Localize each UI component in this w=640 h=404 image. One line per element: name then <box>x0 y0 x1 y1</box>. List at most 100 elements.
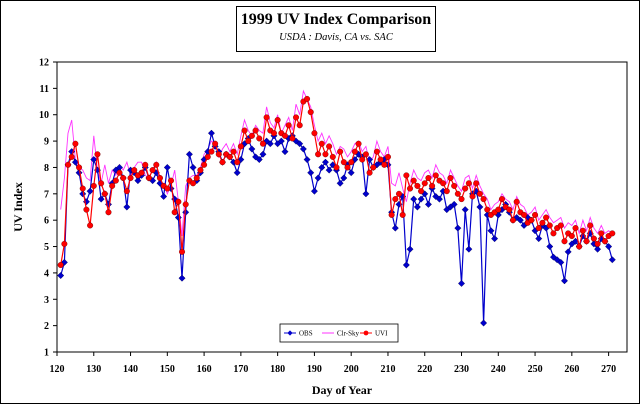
legend-label-clr-sky: Clr-Sky <box>337 330 360 338</box>
data-point <box>462 185 469 192</box>
data-point <box>86 187 94 195</box>
data-point <box>282 132 289 139</box>
data-point <box>381 161 388 168</box>
data-point <box>521 211 528 218</box>
data-point <box>598 230 605 237</box>
data-point <box>197 167 204 174</box>
x-tick-label: 160 <box>197 364 212 375</box>
data-point <box>123 203 131 211</box>
data-point <box>465 245 473 253</box>
data-point <box>277 137 285 145</box>
data-point <box>189 163 197 171</box>
x-tick-label: 120 <box>50 364 65 375</box>
legend: OBS Clr-Sky UVI <box>279 323 399 343</box>
data-point <box>384 153 391 160</box>
data-point <box>190 180 197 187</box>
data-point <box>535 235 543 243</box>
data-point <box>112 177 119 184</box>
data-point <box>212 140 219 147</box>
data-point <box>175 198 182 205</box>
y-tick-label: 10 <box>39 110 49 121</box>
data-point <box>491 235 499 243</box>
data-point <box>402 261 410 269</box>
data-point <box>443 188 450 195</box>
data-point <box>321 158 329 166</box>
y-tick-label: 4 <box>44 268 49 279</box>
data-point <box>138 169 145 176</box>
legend-marker-uvi <box>363 330 369 336</box>
data-point <box>76 164 83 171</box>
data-point <box>513 198 520 205</box>
data-point <box>230 148 237 155</box>
data-point <box>333 164 340 171</box>
data-point <box>432 192 440 200</box>
data-point <box>391 224 399 232</box>
data-point <box>219 159 226 166</box>
y-tick-label: 3 <box>44 295 49 306</box>
series-layer <box>57 89 616 327</box>
data-point <box>359 156 366 163</box>
data-point <box>255 156 263 164</box>
data-point <box>601 238 608 245</box>
data-point <box>259 150 267 158</box>
data-point <box>396 190 403 197</box>
data-point <box>340 174 348 182</box>
data-point <box>484 206 491 213</box>
data-point <box>160 192 168 200</box>
data-point <box>561 277 568 285</box>
data-point <box>94 151 101 158</box>
data-point <box>318 163 326 171</box>
x-tick-label: 130 <box>86 364 101 375</box>
data-point <box>388 211 395 218</box>
data-point <box>344 164 351 171</box>
data-point <box>461 206 469 214</box>
data-point <box>164 185 171 192</box>
data-point <box>476 190 483 197</box>
data-point <box>171 209 178 216</box>
plot-area <box>56 61 628 353</box>
data-point <box>90 182 97 189</box>
data-point <box>373 148 380 155</box>
data-point <box>57 262 64 269</box>
data-point <box>410 195 418 203</box>
data-point <box>127 174 134 181</box>
x-tick-label: 230 <box>454 364 469 375</box>
data-point <box>204 153 211 160</box>
data-point <box>145 174 152 181</box>
data-point <box>608 256 616 264</box>
data-point <box>557 258 565 266</box>
data-point <box>403 172 410 179</box>
data-point <box>557 222 564 229</box>
data-point <box>303 156 311 164</box>
data-point <box>98 180 105 187</box>
data-point <box>458 279 465 287</box>
y-tick-label: 7 <box>44 189 49 200</box>
data-point <box>480 319 488 327</box>
data-point <box>429 182 436 189</box>
data-point <box>421 180 428 187</box>
data-point <box>299 145 307 153</box>
data-point <box>83 206 90 213</box>
legend-marker-obs <box>287 330 293 336</box>
data-point <box>498 196 505 203</box>
data-point <box>583 238 590 245</box>
data-point <box>285 122 292 129</box>
data-point <box>120 174 127 181</box>
data-point <box>60 258 68 266</box>
data-point <box>487 227 495 235</box>
x-tick-label: 260 <box>564 364 579 375</box>
x-tick-label: 190 <box>307 364 322 375</box>
data-point <box>347 169 355 177</box>
data-point <box>193 174 200 181</box>
data-point <box>366 156 374 164</box>
data-point <box>167 177 174 184</box>
data-point <box>245 138 252 145</box>
data-point <box>207 129 215 137</box>
data-point <box>447 174 454 181</box>
data-point <box>329 153 336 160</box>
data-point <box>587 222 594 229</box>
x-axis-title: Day of Year <box>312 383 373 397</box>
data-point <box>362 151 369 158</box>
